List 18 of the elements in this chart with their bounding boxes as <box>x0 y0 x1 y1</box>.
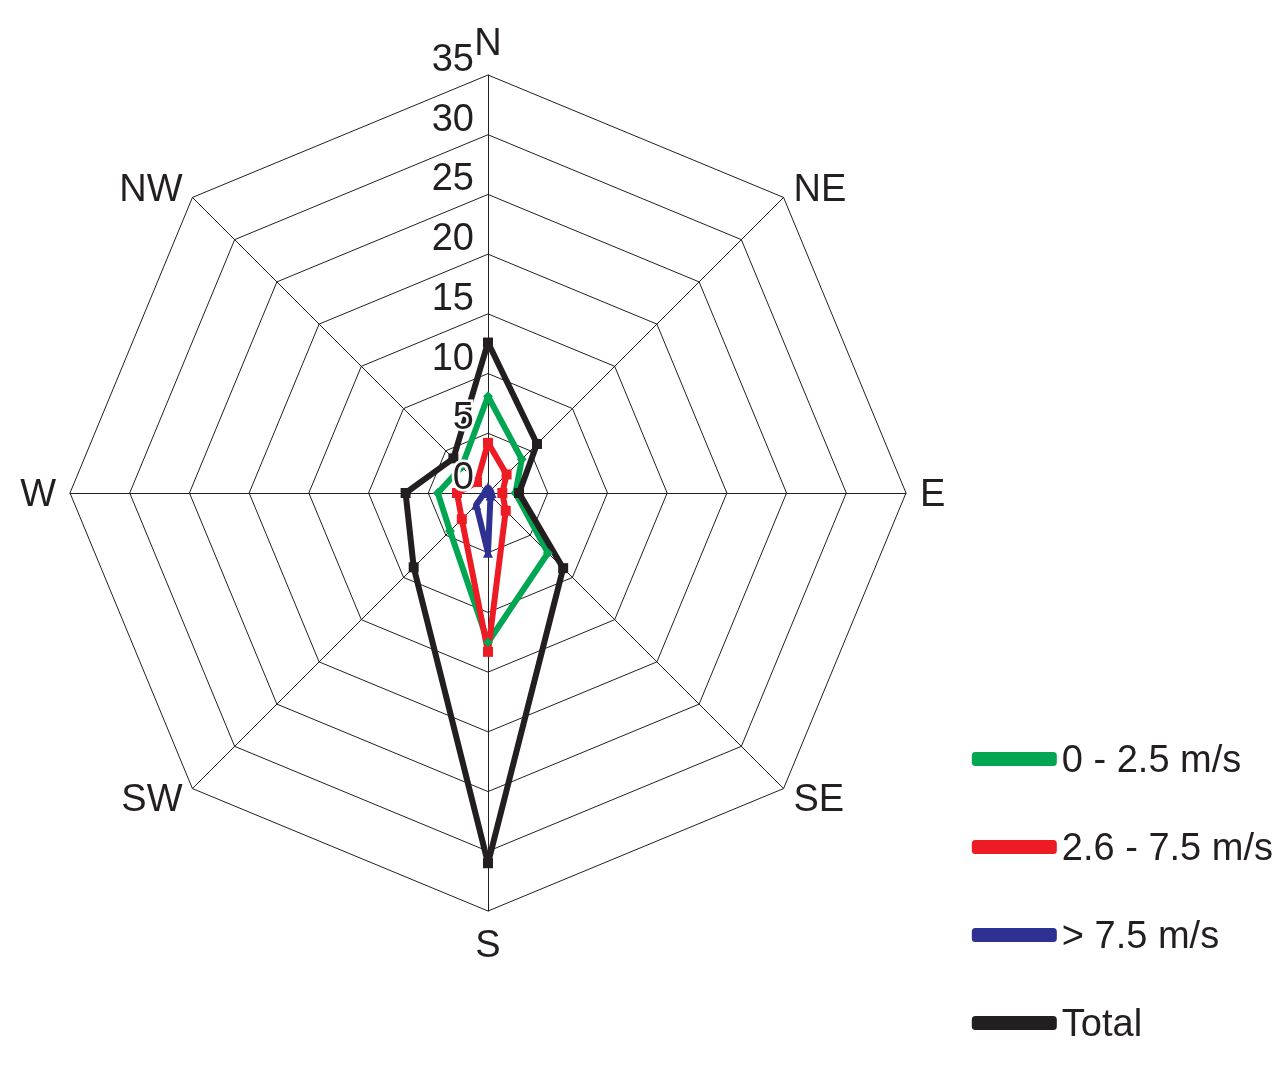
spoke-label: SW <box>121 777 183 820</box>
legend-label: 2.6 - 7.5 m/s <box>1061 826 1274 868</box>
spoke-label: NW <box>119 166 183 209</box>
legend-label: Total <box>1061 1002 1143 1044</box>
y-tick-label: 30 <box>431 96 474 139</box>
spoke-label: E <box>920 472 946 514</box>
y-tick-label: 35 <box>431 37 474 79</box>
y-tick-label: 25 <box>431 156 474 199</box>
y-tick-label: 20 <box>431 216 474 259</box>
y-tick-label: 15 <box>431 275 474 318</box>
spoke-label: W <box>20 472 57 514</box>
spoke-label: SE <box>793 777 845 820</box>
spoke-label: NE <box>793 166 847 209</box>
legend-label: > 7.5 m/s <box>1061 914 1220 956</box>
legend-label: 0 - 2.5 m/s <box>1061 738 1242 780</box>
spoke-label: S <box>475 923 501 965</box>
y-tick-label: 10 <box>431 335 474 378</box>
spoke-label: N <box>474 21 502 63</box>
